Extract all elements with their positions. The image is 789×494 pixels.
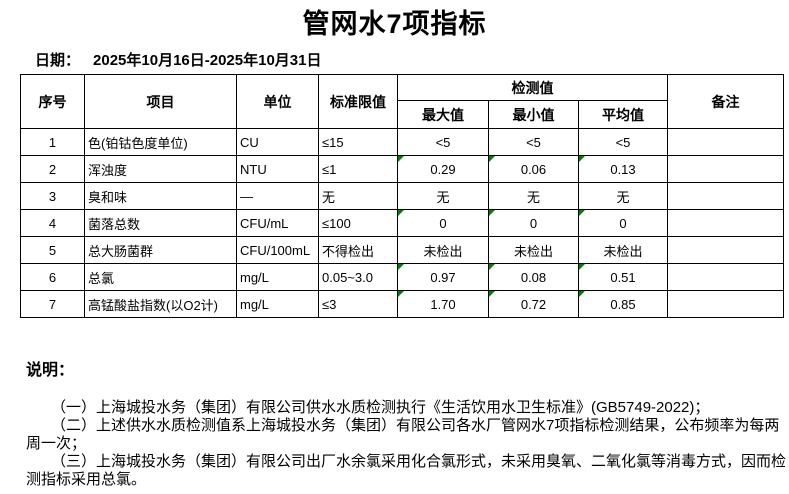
cell-max: 未检出: [397, 236, 489, 264]
cell-unit: CFU/100mL: [236, 236, 319, 264]
header-detection-group: 检测值: [396, 74, 669, 101]
cell-unit: NTU: [236, 155, 319, 183]
header-unit: 单位: [236, 74, 319, 129]
cell-min-flagged: 0: [488, 209, 579, 237]
date-value: 2025年10月16日-2025年10月31日: [93, 52, 322, 69]
cell-limit: 不得检出: [318, 236, 398, 264]
cell-item: 菌落总数: [84, 209, 237, 237]
cell-limit: 0.05~3.0: [318, 263, 398, 291]
cell-seq: 6: [20, 263, 85, 291]
cell-limit: ≤15: [318, 128, 398, 156]
cell-unit: mg/L: [236, 290, 319, 318]
cell-seq: 3: [20, 182, 85, 210]
table-row: 1 色(铂钴色度单位) CU ≤15 <5 <5 <5: [20, 128, 785, 156]
cell-avg-flagged: 0.13: [577, 155, 669, 183]
date-line: 日期： 2025年10月16日-2025年10月31日: [35, 52, 789, 70]
header-row-sub: 最大值 最小值 平均值: [21, 100, 784, 129]
cell-avg-flagged: 0.85: [577, 290, 669, 318]
cell-unit: mg/L: [236, 263, 319, 291]
table-row: 6 总氯 mg/L 0.05~3.0 0.97 0.08 0.51: [20, 263, 785, 291]
header-item: 项目: [84, 74, 237, 129]
cell-seq: 5: [20, 236, 85, 264]
cell-item: 总大肠菌群: [84, 236, 237, 264]
page-title: 管网水7项指标: [302, 9, 487, 39]
cell-limit: ≤1: [318, 155, 398, 183]
indicators-table: 序号 项目 单位 标准限值 检测值 备注 最大值 最小值 平均值 1 色(铂钴色…: [20, 74, 785, 318]
header-min: 最小值: [488, 100, 579, 129]
cell-avg: <5: [577, 128, 669, 156]
date-label: 日期：: [35, 52, 81, 69]
table-row: 4 菌落总数 CFU/mL ≤100 0 0 0: [20, 209, 785, 237]
cell-min-flagged: 0.08: [488, 263, 579, 291]
header-row-top: 序号 项目 单位 标准限值 检测值 备注: [20, 74, 785, 129]
cell-seq: 4: [20, 209, 85, 237]
table-row: 3 臭和味 — 无 无 无 无: [20, 182, 785, 210]
cell-unit: CFU/mL: [236, 209, 319, 237]
cell-unit: CU: [236, 128, 319, 156]
cell-item: 臭和味: [84, 182, 237, 210]
cell-seq: 7: [20, 290, 85, 318]
cell-unit: —: [236, 182, 319, 210]
cell-max-flagged: 0.97: [397, 263, 489, 291]
cell-min: 未检出: [488, 236, 579, 264]
header-max: 最大值: [397, 100, 489, 129]
header-seq: 序号: [20, 74, 85, 129]
cell-max: <5: [397, 128, 489, 156]
notes-section: 说明： （一）上海城投水务（集团）有限公司供水水质检测执行《生活饮用水卫生标准》…: [26, 362, 787, 489]
cell-remark: [667, 263, 785, 291]
cell-min-flagged: 0.06: [488, 155, 579, 183]
cell-seq: 1: [20, 128, 85, 156]
note-line: （三）上海城投水务（集团）有限公司出厂水余氯采用化合氯形式，未采用臭氧、二氧化氯…: [51, 453, 787, 470]
note-line: 周一次；: [26, 435, 87, 452]
cell-max-flagged: 0: [397, 209, 489, 237]
table-row: 2 浑浊度 NTU ≤1 0.29 0.06 0.13: [20, 155, 785, 183]
header-limit: 标准限值: [318, 74, 398, 129]
table-row: 5 总大肠菌群 CFU/100mL 不得检出 未检出 未检出 未检出: [20, 236, 785, 264]
notes-body: （一）上海城投水务（集团）有限公司供水水质检测执行《生活饮用水卫生标准》(GB5…: [26, 399, 787, 489]
cell-remark: [667, 209, 785, 237]
table-row: 7 高锰酸盐指数(以O2计) mg/L ≤3 1.70 0.72 0.85: [20, 290, 785, 318]
cell-min: 无: [488, 182, 579, 210]
note-line: （二）上述供水水质检测值系上海城投水务（集团）有限公司各水厂管网水7项指标检测结…: [51, 417, 780, 434]
header-avg: 平均值: [577, 100, 669, 129]
cell-max-flagged: 0.29: [397, 155, 489, 183]
cell-avg: 无: [577, 182, 669, 210]
cell-item: 浑浊度: [84, 155, 237, 183]
cell-remark: [667, 182, 785, 210]
cell-seq: 2: [20, 155, 85, 183]
cell-limit: ≤100: [318, 209, 398, 237]
cell-remark: [667, 155, 785, 183]
cell-avg: 未检出: [577, 236, 669, 264]
cell-remark: [667, 128, 785, 156]
cell-remark: [667, 290, 785, 318]
cell-avg-flagged: 0.51: [577, 263, 669, 291]
cell-item: 色(铂钴色度单位): [84, 128, 237, 156]
note-line: 测指标采用总氯。: [26, 471, 147, 488]
notes-heading: 说明：: [26, 362, 75, 379]
cell-item: 总氯: [84, 263, 237, 291]
cell-min: <5: [488, 128, 579, 156]
cell-limit: ≤3: [318, 290, 398, 318]
cell-limit: 无: [318, 182, 398, 210]
cell-avg-flagged: 0: [577, 209, 669, 237]
note-line: （一）上海城投水务（集团）有限公司供水水质检测执行《生活饮用水卫生标准》(GB5…: [51, 399, 710, 416]
cell-min-flagged: 0.72: [488, 290, 579, 318]
cell-max-flagged: 1.70: [397, 290, 489, 318]
cell-max: 无: [397, 182, 489, 210]
cell-remark: [667, 236, 785, 264]
cell-item: 高锰酸盐指数(以O2计): [84, 290, 237, 318]
header-remark: 备注: [667, 74, 785, 129]
